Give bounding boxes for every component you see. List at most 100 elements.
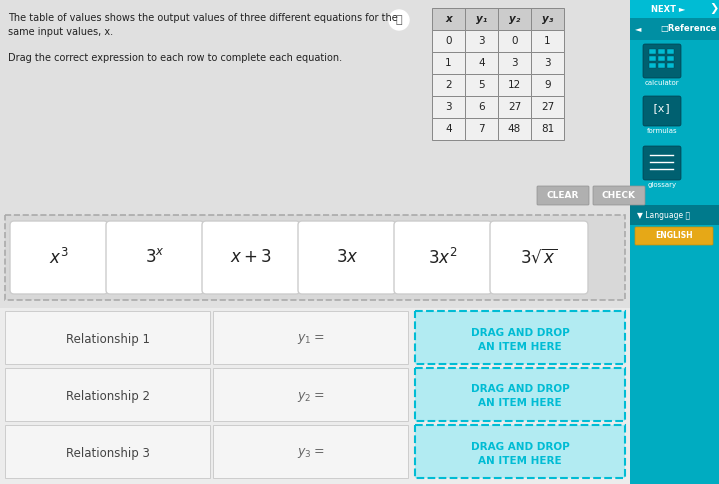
Text: 🔈: 🔈 xyxy=(395,15,403,25)
Bar xyxy=(5,215,625,300)
Text: $3\sqrt{x}$: $3\sqrt{x}$ xyxy=(521,248,558,267)
Bar xyxy=(498,30,531,52)
Text: Relationship 1: Relationship 1 xyxy=(65,333,150,346)
Text: ENGLISH: ENGLISH xyxy=(655,231,693,241)
Bar xyxy=(465,30,498,52)
Text: DRAG AND DROP: DRAG AND DROP xyxy=(471,384,569,394)
Text: 3: 3 xyxy=(445,102,452,112)
Bar xyxy=(5,368,210,421)
Bar xyxy=(432,30,465,52)
Text: DRAG AND DROP: DRAG AND DROP xyxy=(471,328,569,337)
Text: 5: 5 xyxy=(478,80,485,90)
Text: 3: 3 xyxy=(511,58,518,68)
Text: $3^x$: $3^x$ xyxy=(145,248,165,267)
Bar xyxy=(415,311,625,364)
Text: y₁: y₁ xyxy=(476,14,487,24)
Bar xyxy=(531,30,564,52)
Bar xyxy=(498,74,531,96)
Bar xyxy=(630,205,719,225)
Bar xyxy=(531,8,564,30)
Text: 1: 1 xyxy=(544,36,551,46)
Bar xyxy=(649,49,656,54)
Bar xyxy=(0,0,630,484)
Text: Relationship 2: Relationship 2 xyxy=(65,390,150,403)
Text: 48: 48 xyxy=(508,124,521,134)
Bar xyxy=(465,96,498,118)
Text: ❯: ❯ xyxy=(710,3,719,15)
Bar xyxy=(415,425,625,478)
Text: $3x$: $3x$ xyxy=(336,248,358,267)
Bar xyxy=(667,49,674,54)
Bar xyxy=(432,118,465,140)
Text: NEXT ►: NEXT ► xyxy=(651,4,685,14)
Text: $x^3$: $x^3$ xyxy=(49,247,69,268)
Text: same input values, x.: same input values, x. xyxy=(8,27,113,37)
Text: [x]: [x] xyxy=(652,103,672,113)
Bar xyxy=(531,118,564,140)
Circle shape xyxy=(389,10,409,30)
Text: 9: 9 xyxy=(544,80,551,90)
Bar xyxy=(531,74,564,96)
Text: 0: 0 xyxy=(511,36,518,46)
Bar xyxy=(498,96,531,118)
Bar xyxy=(531,96,564,118)
Text: ▼ Language ⓘ: ▼ Language ⓘ xyxy=(637,211,690,220)
Text: AN ITEM HERE: AN ITEM HERE xyxy=(478,455,562,466)
Bar xyxy=(658,63,665,68)
Bar xyxy=(630,0,719,18)
Text: glossary: glossary xyxy=(647,182,677,188)
Bar xyxy=(649,63,656,68)
Bar xyxy=(213,311,408,364)
Bar xyxy=(658,56,665,61)
Text: 27: 27 xyxy=(541,102,554,112)
Bar xyxy=(5,311,210,364)
Text: Relationship 3: Relationship 3 xyxy=(65,447,150,460)
Text: $y_3 =$: $y_3 =$ xyxy=(297,447,324,460)
Bar xyxy=(213,368,408,421)
Text: $y_1 =$: $y_1 =$ xyxy=(297,333,324,347)
Bar xyxy=(213,425,408,478)
Text: 27: 27 xyxy=(508,102,521,112)
Text: 0: 0 xyxy=(445,36,452,46)
FancyBboxPatch shape xyxy=(106,221,204,294)
Text: 3: 3 xyxy=(478,36,485,46)
FancyBboxPatch shape xyxy=(490,221,588,294)
Text: formulas: formulas xyxy=(646,128,677,134)
FancyBboxPatch shape xyxy=(394,221,492,294)
Bar xyxy=(498,52,531,74)
Bar xyxy=(432,74,465,96)
Text: 81: 81 xyxy=(541,124,554,134)
Text: □Reference: □Reference xyxy=(660,25,716,33)
Text: 3: 3 xyxy=(544,58,551,68)
Text: 2: 2 xyxy=(445,80,452,90)
FancyBboxPatch shape xyxy=(635,227,713,245)
FancyBboxPatch shape xyxy=(298,221,396,294)
Bar xyxy=(630,0,719,484)
Bar xyxy=(432,8,465,30)
Text: DRAG AND DROP: DRAG AND DROP xyxy=(471,441,569,452)
Text: 12: 12 xyxy=(508,80,521,90)
Bar xyxy=(630,18,719,40)
Text: 1: 1 xyxy=(445,58,452,68)
Text: $3x^2$: $3x^2$ xyxy=(429,247,458,268)
Bar xyxy=(5,425,210,478)
Bar xyxy=(465,52,498,74)
Bar xyxy=(465,8,498,30)
Text: ◄: ◄ xyxy=(635,25,641,33)
Bar xyxy=(432,52,465,74)
Text: AN ITEM HERE: AN ITEM HERE xyxy=(478,398,562,408)
Text: y₃: y₃ xyxy=(542,14,553,24)
Text: 4: 4 xyxy=(445,124,452,134)
Bar xyxy=(649,56,656,61)
Text: x: x xyxy=(445,14,452,24)
Bar xyxy=(498,8,531,30)
Bar xyxy=(0,308,630,484)
FancyBboxPatch shape xyxy=(202,221,300,294)
Text: 6: 6 xyxy=(478,102,485,112)
Bar xyxy=(415,368,625,421)
Text: CLEAR: CLEAR xyxy=(547,191,580,200)
Text: CHECK: CHECK xyxy=(602,191,636,200)
Bar xyxy=(667,56,674,61)
Text: calculator: calculator xyxy=(645,80,679,86)
Bar xyxy=(667,63,674,68)
